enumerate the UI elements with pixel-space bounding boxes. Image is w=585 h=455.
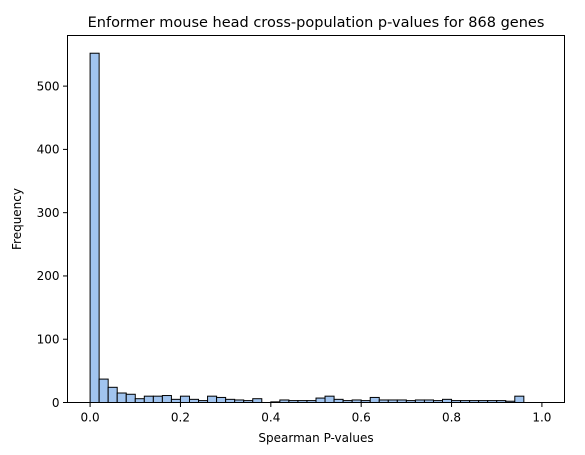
x-axis-ticks: 0.0 0.2 0.4 0.6 0.8 1.0 [81,402,551,425]
histogram-bar [369,396,380,404]
histogram-bar [98,378,109,403]
y-axis-label: Frequency [10,188,24,250]
x-tick-label: 0.0 [81,411,100,425]
y-axis-ticks: 0 100 200 300 400 500 [37,79,68,410]
histogram-bar [107,386,118,403]
histogram-bar [514,395,525,404]
x-tick-label: 0.4 [261,411,280,425]
histogram-bar [179,395,190,404]
histogram-bar [143,395,154,404]
histogram-bar [116,392,127,404]
x-tick-label: 1.0 [532,411,551,425]
y-tick-label: 500 [37,79,60,93]
histogram-bar [216,396,227,404]
histogram-bar [125,393,136,403]
y-tick-label: 200 [37,269,60,283]
histogram-bar [89,52,100,403]
y-tick-label: 400 [37,143,60,157]
x-tick-label: 0.2 [171,411,190,425]
histogram-bar [134,398,145,404]
histogram-bar [207,395,218,404]
histogram-bar [152,395,163,404]
histogram-bar [161,395,172,404]
y-tick-label: 0 [52,396,60,410]
histogram-bar [324,395,335,404]
x-tick-label: 0.6 [352,411,371,425]
chart-title: Enformer mouse head cross-population p-v… [88,15,545,31]
histogram-bars [89,52,525,404]
x-axis-label: Spearman P-values [258,431,373,445]
histogram-bar [315,397,326,404]
x-tick-label: 0.8 [442,411,461,425]
plot-frame [67,35,565,403]
y-tick-label: 300 [37,206,60,220]
histogram-bar [252,398,263,404]
y-tick-label: 100 [37,333,60,347]
